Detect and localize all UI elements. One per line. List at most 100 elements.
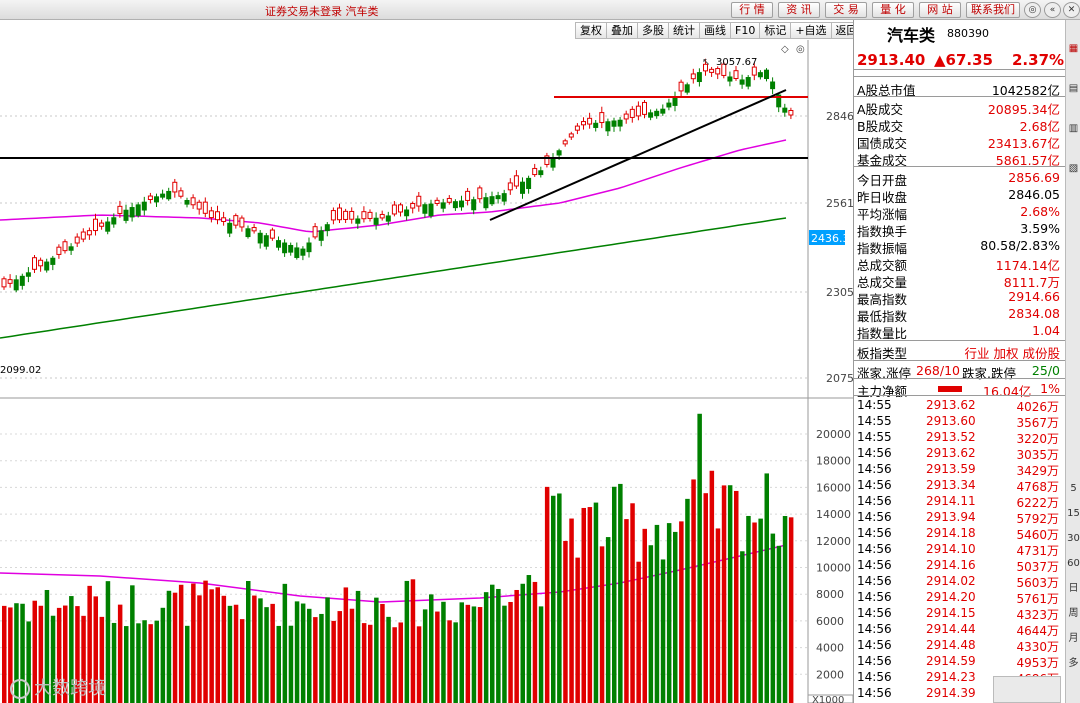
price-tick-label: 2561 [826, 197, 853, 210]
strip-icon[interactable]: ▧ [1068, 163, 1079, 174]
current-price-tag [809, 230, 845, 245]
tick-price: 2914.39 [926, 686, 976, 700]
price-change-pct: 2.37% [1012, 51, 1065, 69]
mark-button[interactable]: 标记 [760, 22, 792, 39]
candle [709, 68, 715, 73]
kline-chart-area[interactable]: ↖ 3057.67 2099.02 2846 2561 2305 2075 24… [0, 40, 853, 703]
f10-button[interactable]: F10 [731, 22, 761, 39]
period-5min[interactable]: 5 [1070, 483, 1077, 494]
volume-bar [636, 561, 641, 703]
candle [574, 125, 580, 131]
candle [349, 210, 355, 220]
stat-row: 今日开盘 2856.69 [854, 169, 1064, 188]
divider [854, 340, 1066, 341]
candle [770, 81, 776, 90]
volume-bar [368, 624, 373, 703]
volume-bar [691, 479, 696, 703]
menu-icon[interactable]: ◎ [1024, 2, 1041, 18]
volume-bar [752, 522, 757, 703]
website-button[interactable]: 网 站 [919, 2, 961, 18]
volume-bar [429, 594, 434, 703]
news-button[interactable]: 资 讯 [778, 2, 820, 18]
candle [129, 207, 135, 218]
stat-value: 2914.66 [1008, 289, 1060, 304]
volume-bar [349, 608, 355, 703]
volume-bar [136, 623, 141, 703]
diamond-icon[interactable]: ◇ [781, 44, 789, 55]
volume-bar [355, 590, 361, 703]
statistics-button[interactable]: 统计 [669, 22, 700, 39]
strip-icon[interactable]: ▥ [1068, 123, 1079, 134]
candle [654, 110, 660, 117]
volume-tick-label: 14000 [816, 508, 851, 521]
stat-label: 指数换手 [857, 224, 908, 239]
price-tick-label: 2305 [826, 286, 853, 299]
volume-tick-label: 2000 [816, 668, 844, 681]
volume-bar [160, 607, 166, 703]
index-name: 汽车类 [887, 26, 936, 45]
contact-us-button[interactable]: 联系我们 [966, 2, 1020, 18]
period-month[interactable]: 月 [1068, 633, 1079, 644]
candle [80, 231, 86, 240]
stat-value: 23413.67亿 [987, 136, 1060, 151]
period-60min[interactable]: 60 [1067, 558, 1080, 569]
volume-bar [319, 613, 324, 703]
quotes-button[interactable]: 行 情 [731, 2, 773, 18]
multi-stock-button[interactable]: 多股 [638, 22, 669, 39]
settings-icon[interactable]: ◎ [796, 44, 805, 55]
volume-bar [551, 495, 556, 703]
candle [629, 108, 635, 118]
candle [416, 195, 422, 207]
candle [599, 112, 605, 124]
candle [269, 229, 275, 239]
restore-rights-button[interactable]: 复权 [575, 22, 607, 39]
period-15min[interactable]: 15 [1067, 508, 1080, 519]
tick-price: 2914.15 [926, 606, 976, 620]
candle [788, 109, 794, 116]
trend-line[interactable] [489, 89, 787, 221]
candle [105, 221, 111, 232]
period-30min[interactable]: 30 [1067, 533, 1080, 544]
candle [715, 68, 721, 75]
volume-bar [514, 589, 519, 703]
trade-button[interactable]: 交 易 [825, 2, 867, 18]
volume-bar [264, 607, 269, 703]
candle [19, 275, 25, 286]
volume-bar [166, 590, 172, 703]
draw-line-button[interactable]: 画线 [700, 22, 731, 39]
candle [703, 63, 708, 72]
quant-button[interactable]: 量 化 [872, 2, 914, 18]
tick-row: 14:56 2914.18 5460万 [854, 525, 1064, 542]
candle [782, 107, 788, 113]
volume-bar [38, 605, 44, 703]
tick-price: 2913.52 [926, 430, 976, 444]
ma-short-line [0, 139, 787, 233]
strip-icon[interactable]: ▦ [1068, 43, 1079, 54]
candle [672, 96, 678, 106]
volume-bar [508, 601, 513, 703]
price-tick-label: 2075 [826, 372, 853, 385]
tick-row: 14:56 2913.34 4768万 [854, 477, 1064, 494]
period-multi[interactable]: 多 [1068, 658, 1079, 669]
period-week[interactable]: 周 [1068, 608, 1079, 619]
strip-icon[interactable]: ▤ [1068, 83, 1079, 94]
stat-value: 2856.69 [1008, 170, 1060, 185]
candle [318, 230, 324, 241]
volume-bar [654, 524, 660, 703]
watermark-text: 大数跨境 [34, 678, 106, 699]
volume-tick-label: 6000 [816, 615, 844, 628]
close-icon[interactable]: ✕ [1063, 2, 1080, 18]
net-flow-bar [938, 386, 962, 392]
volume-bar [587, 507, 593, 703]
candle [86, 230, 92, 236]
candlestick-series [1, 58, 794, 293]
overlay-button[interactable]: 叠加 [607, 22, 638, 39]
back-icon[interactable]: « [1044, 2, 1061, 18]
tick-row: 14:56 2914.10 4731万 [854, 541, 1064, 558]
scroll-box[interactable] [993, 676, 1061, 703]
period-day[interactable]: 日 [1068, 583, 1079, 594]
add-watchlist-button[interactable]: +自选 [791, 22, 832, 39]
candle [288, 244, 294, 253]
candle [62, 241, 68, 252]
candle [221, 217, 227, 222]
